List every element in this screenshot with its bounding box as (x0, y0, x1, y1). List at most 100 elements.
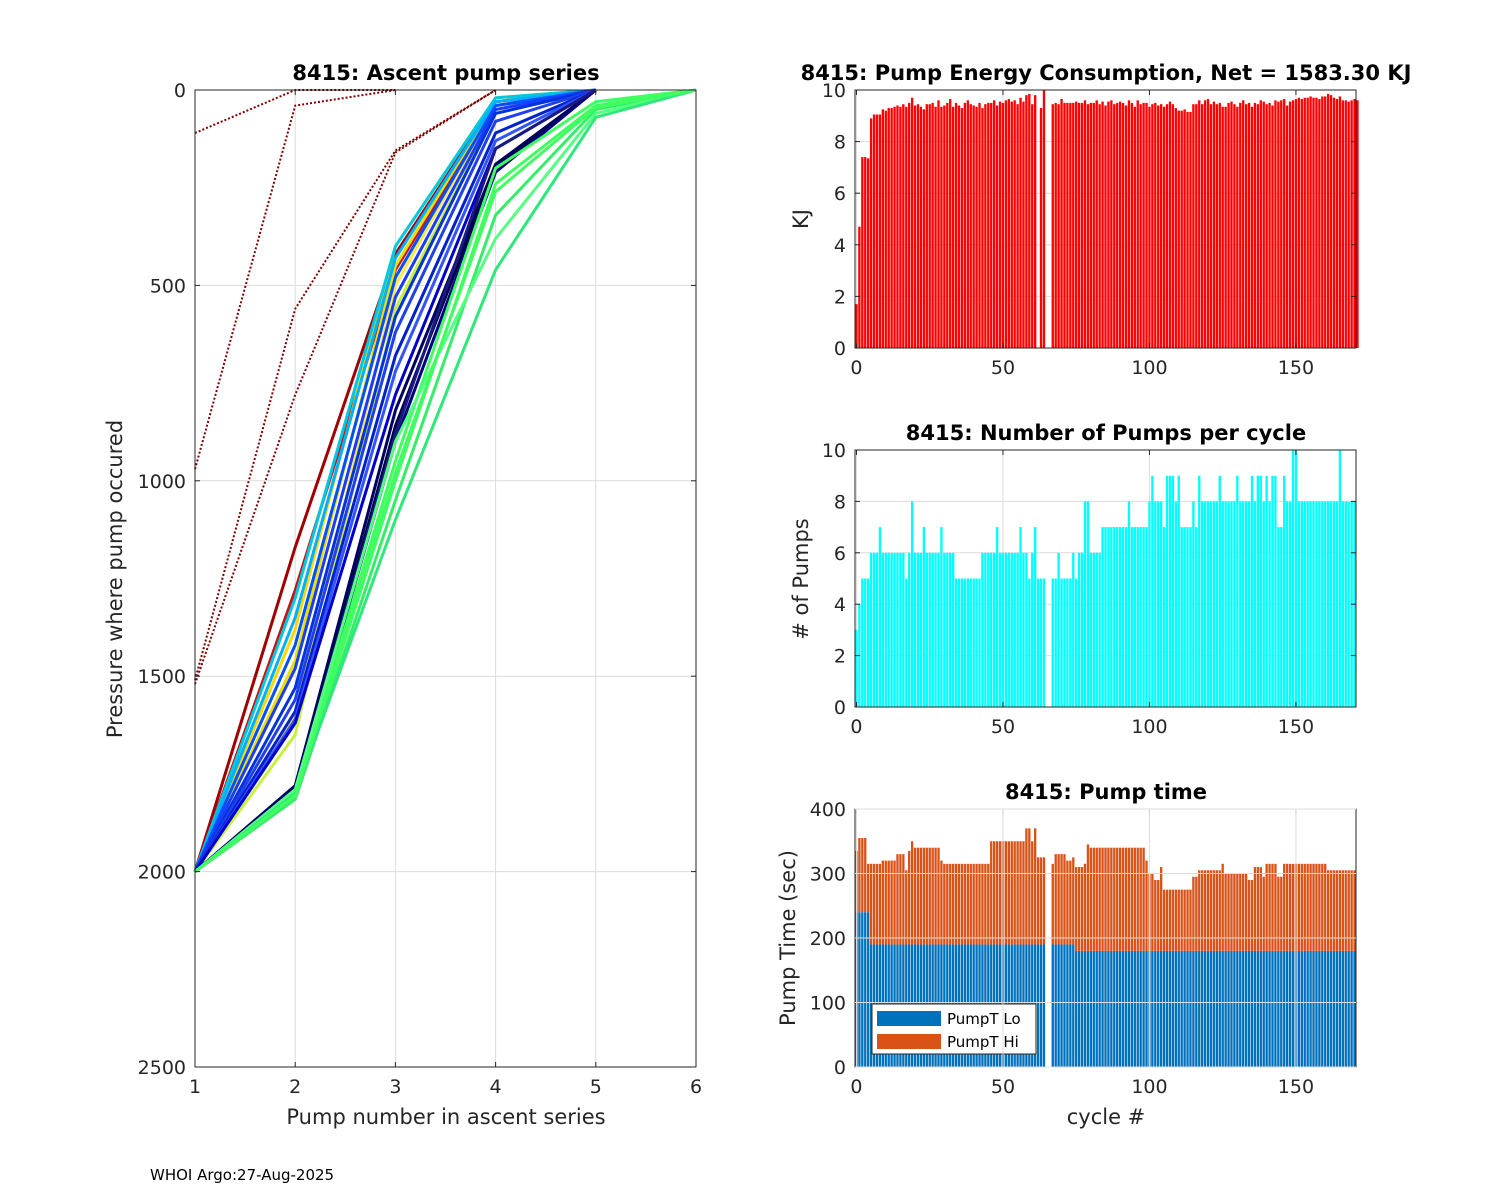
bar (966, 578, 969, 707)
bar (1189, 527, 1192, 707)
bar (1256, 475, 1260, 707)
bar (928, 552, 931, 707)
bar (890, 108, 893, 348)
bar-pumpt-lo (1168, 950, 1172, 1067)
bar-pumpt-lo (1198, 950, 1201, 1067)
bar (951, 552, 955, 707)
ticks-2: 0 50 100 150 0 2 4 6 8 10 (822, 440, 1356, 738)
bar (864, 578, 867, 707)
bar (1001, 102, 1005, 349)
bar-pumpt-hi (1189, 889, 1192, 951)
bar (1101, 101, 1104, 348)
legend-swatch-pumpt-hi (877, 1034, 941, 1049)
y-tick-label: 1000 (138, 471, 186, 493)
bar-pumpt-hi (1291, 863, 1295, 951)
bar (1007, 552, 1010, 707)
ascent-series-line (194, 89, 497, 685)
bar-pumpt-hi (943, 863, 946, 945)
bar-pumpt-lo (1277, 950, 1280, 1067)
bar (1124, 527, 1128, 707)
bar-pumpt-lo (1154, 950, 1157, 1067)
bar (1201, 104, 1204, 348)
bar-pumpt-hi (1335, 870, 1339, 951)
bar (984, 104, 987, 348)
bar (1233, 501, 1236, 707)
bar-pumpt-hi (1151, 873, 1154, 951)
bar (1057, 104, 1060, 348)
bar-pumpt-lo (1063, 944, 1066, 1067)
bar (1165, 104, 1169, 348)
bar-pumpt-hi (1077, 867, 1081, 951)
bar-pumpt-lo (1124, 950, 1128, 1067)
bar-pumpt-hi (998, 841, 1002, 945)
bar (1139, 104, 1142, 348)
bar (1001, 552, 1005, 707)
bar (1063, 578, 1066, 707)
bar-pumpt-hi (1036, 857, 1040, 945)
bar (1022, 101, 1025, 348)
bar-pumpt-hi (1198, 870, 1201, 951)
bar (1318, 99, 1321, 348)
bar (1250, 475, 1254, 707)
bar (867, 158, 870, 348)
bar-pumpt-hi (984, 863, 987, 945)
bar-pumpt-hi (1121, 847, 1125, 951)
x-tick-label: 0 (850, 357, 862, 379)
bar (1244, 501, 1248, 707)
bar-pumpt-hi (1332, 870, 1336, 951)
bar-pumpt-hi (1039, 857, 1043, 945)
bar (963, 102, 967, 349)
bar-pumpt-lo (1300, 950, 1303, 1067)
bar (922, 527, 926, 707)
bar-pumpt-hi (1083, 863, 1087, 951)
bar (1060, 99, 1063, 348)
bar (1303, 97, 1306, 349)
bar-pumpt-hi (1162, 889, 1166, 951)
bar-pumpt-hi (890, 860, 893, 945)
bar (884, 110, 887, 348)
bar-pumpt-lo (1244, 950, 1248, 1067)
bar (855, 304, 858, 348)
bar (1089, 552, 1093, 707)
bar-pumpt-hi (1007, 841, 1010, 945)
x-tick-label: 150 (1278, 357, 1314, 379)
x-tick-label: 6 (690, 1076, 702, 1098)
energy-y-axis-label: KJ (789, 209, 813, 229)
bar (1324, 96, 1327, 348)
bar (1060, 578, 1063, 707)
bar (1256, 104, 1260, 348)
bar (922, 109, 926, 348)
bar-pumpt-hi (1312, 863, 1315, 951)
bar-pumpt-hi (858, 838, 861, 913)
bar (1259, 100, 1262, 348)
bar-pumpt-lo (1151, 950, 1154, 1067)
ticks-1: 0 50 100 150 0 2 4 6 8 10 (822, 80, 1356, 379)
bar (1192, 104, 1195, 348)
bar (1022, 552, 1025, 707)
bar (1347, 501, 1350, 707)
ticks-0: 1 2 3 4 5 6 0 500 1000 1500 2000 2500 (138, 80, 702, 1098)
energy-consumption-title: 8415: Pump Energy Consumption, Net = 158… (801, 61, 1412, 85)
bar-pumpt-lo (1165, 950, 1169, 1067)
bar (1083, 501, 1087, 707)
bar (1239, 102, 1242, 349)
bar (1300, 99, 1303, 348)
bar (1072, 102, 1075, 349)
bar (943, 552, 946, 707)
bar (893, 106, 896, 349)
bar (1142, 102, 1145, 349)
bar (1157, 501, 1160, 707)
bar (1265, 475, 1268, 707)
bar (1218, 102, 1221, 349)
bar (1101, 527, 1104, 707)
x-tick-label: 100 (1131, 357, 1167, 379)
bar (1247, 102, 1251, 349)
bar-pumpt-lo (1288, 950, 1292, 1067)
bar-pumpt-lo (1329, 950, 1333, 1067)
bar (934, 106, 937, 349)
bar-pumpt-hi (1256, 867, 1260, 951)
bar (992, 552, 996, 707)
bar-pumpt-hi (1195, 876, 1198, 951)
y-tick-label: 4 (834, 594, 846, 616)
bar-pumpt-hi (905, 870, 908, 945)
